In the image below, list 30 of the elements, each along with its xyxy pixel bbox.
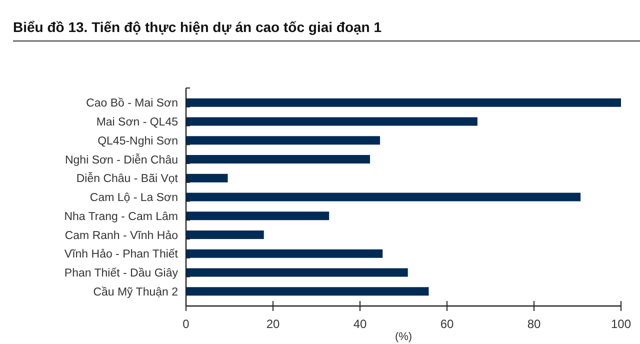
x-tick-label: 80 [527,317,541,331]
y-tick-label: Cam Ranh - Vĩnh Hảo [64,230,178,242]
y-tick-label: Mai Sơn - QL45 [96,116,178,129]
bar [186,287,429,296]
y-tick-label: QL45-Nghi Sơn [98,135,178,148]
bar [186,117,478,126]
x-tick-label: 20 [266,317,280,331]
bar [186,268,408,277]
x-tick-label: 60 [440,317,454,331]
bar [186,174,228,182]
y-tick-label: Nghi Sơn - Diễn Châu [64,153,178,166]
y-tick-label: Nha Trang - Cam Lâm [64,210,178,223]
y-tick-label: Vĩnh Hảo - Phan Thiết [64,248,179,261]
x-axis-title: (%) [394,331,412,343]
bar [186,192,581,202]
bar [186,230,264,239]
bar [186,155,370,164]
x-tick-label: 0 [182,317,190,331]
y-tick-label: Diễn Châu - Bãi Vọt [76,172,179,186]
bar [186,249,383,258]
x-tick-label: 40 [353,317,367,331]
x-tick-label: 100 [610,317,632,331]
chart-title: Biểu đồ 13. Tiến độ thực hiện dự án cao tốc giai đoạn 1 [13,19,382,35]
bar [186,98,621,107]
y-tick-label: Cao Bồ - Mai Sơn [86,98,178,110]
y-tick-label: Cầu Mỹ Thuận 2 [93,286,178,298]
bar [186,212,330,220]
y-tick-label: Cam Lộ - La Sơn [90,192,178,204]
y-tick-label: Phan Thiết - Dầu Giây [64,268,178,280]
bar [186,136,380,145]
